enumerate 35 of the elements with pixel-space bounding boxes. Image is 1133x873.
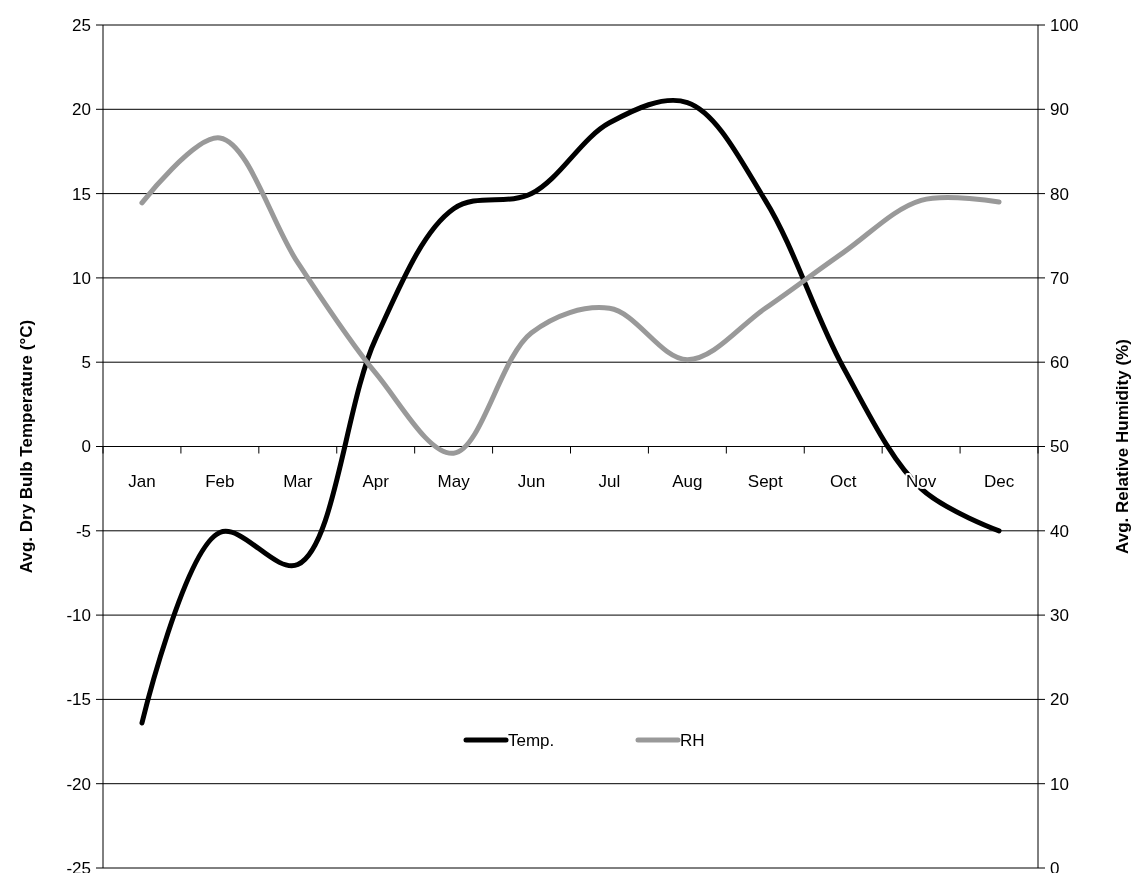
y2-tick-label: 90 [1050,100,1069,120]
y2-tick-label: 100 [1050,15,1079,35]
y-tick-label: -10 [66,606,91,626]
x-tick-label: Sept [747,471,784,491]
y2-tick-label: 60 [1050,353,1069,373]
y-tick-label: 20 [72,100,91,120]
x-tick-label: May [437,471,471,491]
y2-tick-label: 40 [1050,521,1069,541]
y-tick-label: -5 [75,521,91,541]
y2-tick-label: 20 [1050,690,1069,710]
y-tick-label: -20 [66,774,91,794]
y2-axis-title: Avg. Relative Humidity (%) [1113,339,1132,554]
y2-tick-label: 80 [1050,184,1069,204]
y2-tick-label: 50 [1050,437,1069,457]
x-tick-label: Jul [598,471,621,491]
y-tick-label: 25 [72,15,91,35]
x-tick-label: Oct [829,471,857,491]
legend-label: RH [680,730,705,750]
y-tick-label: 10 [72,268,91,288]
x-tick-label: Mar [283,471,313,491]
y-tick-label: -15 [66,690,91,710]
y2-tick-label: 10 [1050,774,1069,794]
y-axis-title: Avg. Dry Bulb Temperature (°C) [17,319,36,574]
y-tick-label: 15 [72,184,91,204]
y-tick-label: 5 [81,353,91,373]
x-tick-label: Dec [983,471,1015,491]
x-tick-label: Jan [128,471,156,491]
x-tick-label: Feb [205,471,235,491]
y-tick-label: 0 [81,437,91,457]
y2-tick-label: 30 [1050,606,1069,626]
legend-label: Temp. [508,730,555,750]
x-tick-label: Apr [362,471,390,491]
x-tick-label: Jun [517,471,546,491]
x-tick-label: Aug [672,471,703,491]
y2-tick-label: 70 [1050,268,1069,288]
